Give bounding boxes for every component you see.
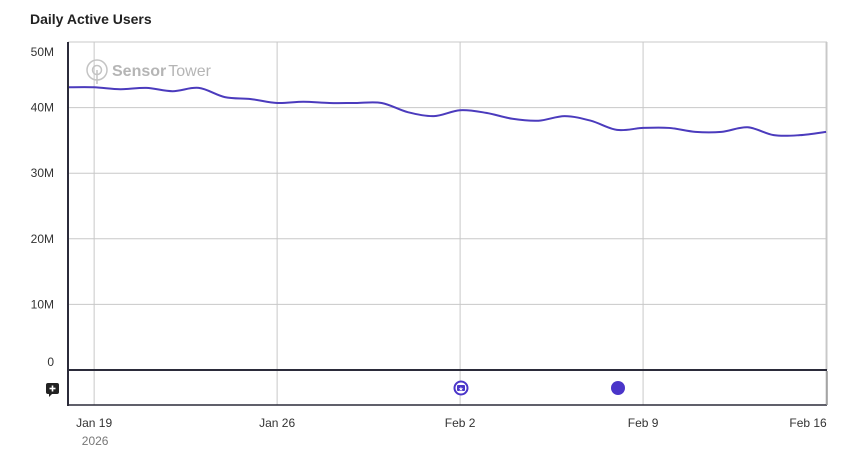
y-axis-labels: 50M 40M 30M 20M 10M 0 [31,45,55,369]
watermark-brand-bold: Sensor [112,63,166,80]
y-tick-label: 10M [31,297,54,311]
grid-lines [68,41,828,405]
watermark: Sensor Tower [86,59,212,84]
add-comment-icon[interactable] [46,383,59,397]
x-tick-label: Jan 19 [76,416,112,430]
x-year-label: 2026 [82,434,109,448]
x-tick-label: Jan 26 [259,416,295,430]
y-tick-label: 50M [31,45,54,59]
svg-text:★: ★ [458,386,463,393]
dau-line[interactable] [67,86,827,137]
y-tick-label: 0 [47,355,54,369]
x-tick-label: Feb 9 [628,416,659,430]
annotation-lane [67,42,828,406]
y-tick-label: 30M [31,166,54,180]
star-badge-icon[interactable]: ★ [453,380,469,396]
y-tick-label: 20M [31,232,54,246]
x-tick-label: Feb 2 [445,416,476,430]
watermark-brand-light: Tower [168,63,211,80]
y-tick-label: 40M [31,101,54,115]
chart-title: Daily Active Users [30,11,152,27]
x-tick-label: Feb 16 [789,416,827,430]
x-axis-labels: Jan 19 2026 Jan 26 Feb 2 Feb 9 Feb 16 [76,416,827,448]
event-dot-icon[interactable] [611,381,625,395]
